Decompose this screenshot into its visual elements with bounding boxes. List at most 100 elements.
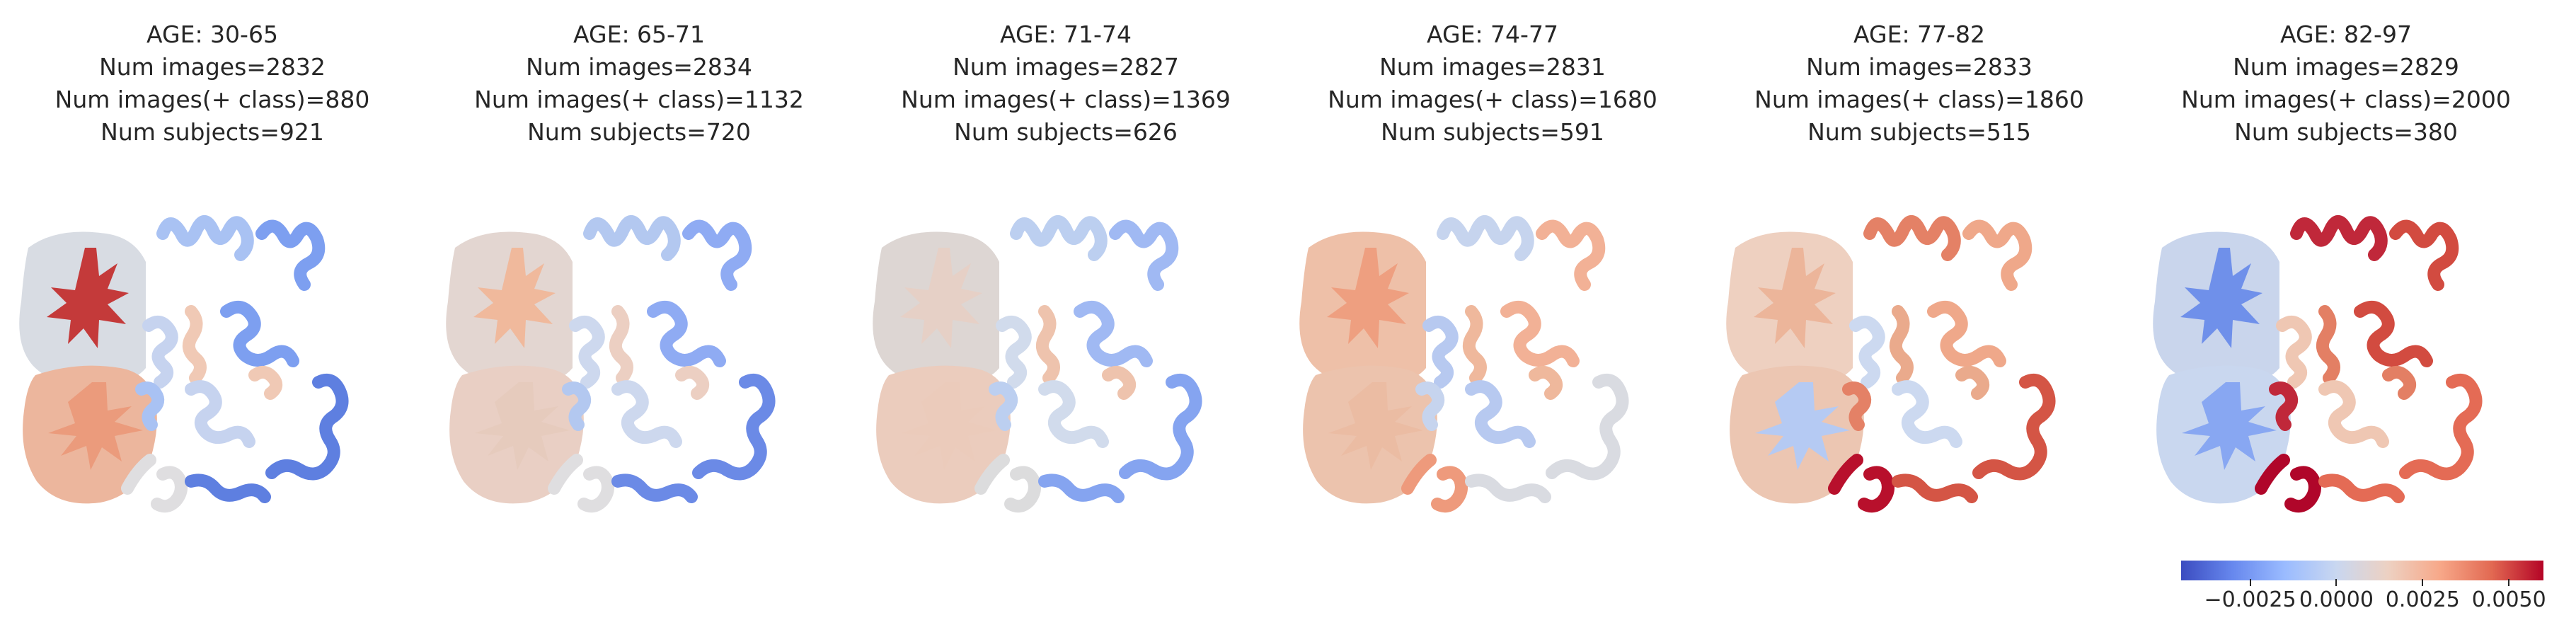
panel-title: AGE: 74-77 Num images=2831 Num images(+ cl… [1280,18,1705,149]
brain-segmentation-map [446,215,776,513]
panel-6: AGE: 82-97 Num images=2829 Num images(+ cl… [2134,0,2558,637]
gyrus-region [1401,454,1437,495]
num-images-positive-label: Num images(+ class)=1369 [901,86,1231,113]
gyrus-region [142,315,178,389]
lower-core-region [902,382,996,470]
gyrus-region [2382,365,2417,400]
gyrus-region [577,466,614,513]
brain-segmentation-map [1726,215,2056,513]
num-subjects-label: Num subjects=591 [1381,118,1604,146]
num-subjects-label: Num subjects=515 [1807,118,2031,146]
panel-3: AGE: 71-74 Num images=2827 Num images(+ cl… [853,0,1278,637]
gyrus-region [1828,454,1863,495]
num-images-label: Num images=2832 [99,53,326,81]
gyrus-region [185,474,271,503]
gyrus-region [2354,301,2433,367]
num-images-label: Num images=2834 [526,53,752,81]
gyrus-region [2318,474,2405,503]
gyrus-region [1927,301,2006,367]
gyrus-region [1119,374,1202,481]
lower-core-region [48,382,143,470]
brain-segmentation-map [19,215,349,513]
num-subjects-label: Num subjects=720 [527,118,751,146]
gyrus-region [1849,315,1885,389]
age-range-label: AGE: 30-65 [146,21,278,48]
gyrus-region [611,474,698,503]
panel-title: AGE: 71-74 Num images=2827 Num images(+ cl… [853,18,1278,149]
gyrus-region [1431,466,1468,513]
age-range-label: AGE: 82-97 [2280,21,2412,48]
panel-1: AGE: 30-65 Num images=2832 Num images(+ cl… [0,0,425,637]
panel-title: AGE: 77-82 Num images=2833 Num images(+ cl… [1707,18,2132,149]
gyrus-region [1010,215,1108,261]
brain-segmentation-map [1299,215,1629,513]
gyrus-region [1500,301,1580,367]
age-range-label: AGE: 71-74 [1000,21,1132,48]
upper-core-region [900,248,982,348]
colorbar-tick [2335,579,2338,586]
lower-core-region [475,382,570,470]
age-range-label: AGE: 65-71 [573,21,705,48]
num-images-label: Num images=2829 [2233,53,2459,81]
gyrus-region [1889,305,1914,384]
gyrus-region [2255,454,2290,495]
gyrus-region [220,301,299,367]
gyrus-region [151,466,188,513]
gyrus-region [1962,219,2032,291]
gyrus-region [2284,466,2321,513]
num-subjects-label: Num subjects=921 [100,118,324,146]
gyrus-region [265,374,349,481]
num-images-positive-label: Num images(+ class)=2000 [2181,86,2511,113]
num-images-positive-label: Num images(+ class)=1860 [1754,86,2084,113]
colorbar [2181,561,2543,580]
gyrus-region [1842,381,1872,431]
gyrus-region [1422,315,1459,389]
gyrus-region [1415,381,1445,431]
colorbar-tick-label: −0.0025 [2204,587,2296,612]
age-range-label: AGE: 74-77 [1427,21,1558,48]
colorbar-tick [2508,579,2510,586]
gyrus-region [1529,365,1563,400]
gyrus-region [974,454,1010,495]
gyrus-region [1892,380,1962,448]
panel-4: AGE: 74-77 Num images=2831 Num images(+ cl… [1280,0,1705,637]
gyrus-region [1462,305,1487,384]
gyrus-region [2290,215,2388,261]
gyrus-region [185,380,255,448]
num-images-label: Num images=2831 [1379,53,1606,81]
lower-core-region [2182,382,2277,470]
gyrus-region [562,381,592,431]
gyrus-region [1038,474,1125,503]
gyrus-region [1074,301,1153,367]
lower-core-region [1328,382,1423,470]
colorbar-tick [2249,579,2251,586]
gyrus-region [548,454,583,495]
gyrus-region [1536,219,1606,291]
brain-segmentation-map [2153,215,2483,513]
colorbar-tick-label: 0.0050 [2471,587,2546,612]
gyrus-region [2269,381,2299,431]
upper-core-region [1754,248,1836,348]
gyrus-region [1465,380,1536,448]
num-subjects-label: Num subjects=380 [2234,118,2458,146]
gyrus-region [1035,305,1060,384]
panel-title: AGE: 82-97 Num images=2829 Num images(+ cl… [2134,18,2558,149]
gyrus-region [1038,380,1109,448]
gyrus-region [1109,219,1179,291]
colorbar-tick-label: 0.0000 [2299,587,2374,612]
num-images-positive-label: Num images(+ class)=1680 [1328,86,1657,113]
gyrus-region [1437,215,1534,261]
upper-core-region [1327,248,1409,348]
gyrus-region [1102,365,1137,400]
gyrus-region [675,365,710,400]
gyrus-region [996,315,1032,389]
num-images-label: Num images=2827 [953,53,1179,81]
lower-core-region [1755,382,1850,470]
gyrus-region [609,305,633,384]
gyrus-region [1955,365,1990,400]
panel-2: AGE: 65-71 Num images=2834 Num images(+ cl… [427,0,851,637]
gyrus-region [1546,374,1629,481]
gyrus-region [121,454,156,495]
gyrus-region [156,215,254,261]
gyrus-region [182,305,207,384]
